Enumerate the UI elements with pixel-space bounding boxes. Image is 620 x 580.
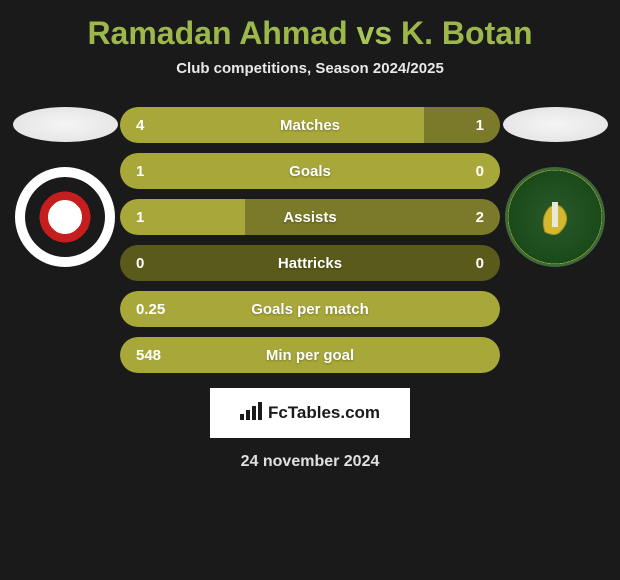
player2-name: K. Botan [401,15,533,51]
stat-label: Goals per match [251,301,369,318]
stat-bar-right [424,107,500,143]
stat-row: 0.25 Goals per match [120,291,500,327]
stat-bar-left [120,107,424,143]
player1-name: Ramadan Ahmad [87,15,347,51]
site-name: FcTables.com [268,403,380,423]
player2-photo [503,107,608,142]
stat-value-right: 2 [476,209,484,226]
stat-row: 4 Matches 1 [120,107,500,143]
stat-value-right: 0 [476,163,484,180]
stat-label: Goals [289,163,331,180]
player1-photo [13,107,118,142]
stat-label: Assists [283,209,336,226]
player1-club-badge [15,167,115,267]
stat-row: 1 Assists 2 [120,199,500,235]
stat-row: 548 Min per goal [120,337,500,373]
stat-row: 0 Hattricks 0 [120,245,500,281]
stat-value-left: 4 [136,117,144,134]
stat-value-left: 1 [136,209,144,226]
stats-container: 4 Matches 1 1 Goals 0 1 Assists 2 0 Hattricks 0 0.25… [120,107,500,373]
stat-value-left: 0 [136,255,144,272]
stat-value-left: 548 [136,347,161,364]
stat-value-right: 0 [476,255,484,272]
vs-text: vs [357,15,393,51]
persebaya-logo [525,187,585,247]
player2-club-badge [505,167,605,267]
stat-label: Matches [280,117,340,134]
stat-label: Hattricks [278,255,342,272]
stat-row: 1 Goals 0 [120,153,500,189]
stat-value-right: 1 [476,117,484,134]
player2-column [495,107,615,267]
subtitle: Club competitions, Season 2024/2025 [0,60,620,77]
stat-value-left: 0.25 [136,301,165,318]
site-badge[interactable]: FcTables.com [210,388,410,438]
comparison-card: Ramadan Ahmad vs K. Botan Club competiti… [0,0,620,481]
date-text: 24 november 2024 [0,453,620,471]
stat-label: Min per goal [266,347,354,364]
chart-icon [240,402,262,425]
player1-column [5,107,125,267]
content-area: 4 Matches 1 1 Goals 0 1 Assists 2 0 Hattricks 0 0.25… [0,107,620,373]
madura-united-logo [25,177,105,257]
stat-value-left: 1 [136,163,144,180]
page-title: Ramadan Ahmad vs K. Botan [0,15,620,52]
